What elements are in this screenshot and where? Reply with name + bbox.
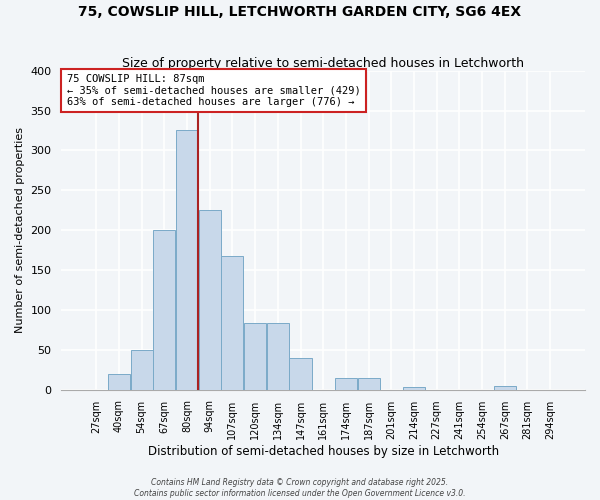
Bar [221, 256, 244, 390]
Bar [289, 358, 311, 390]
Bar [131, 350, 152, 390]
Bar [335, 378, 357, 390]
Bar [494, 386, 516, 390]
Y-axis label: Number of semi-detached properties: Number of semi-detached properties [15, 127, 25, 333]
Bar [199, 210, 221, 390]
X-axis label: Distribution of semi-detached houses by size in Letchworth: Distribution of semi-detached houses by … [148, 444, 499, 458]
Text: Contains HM Land Registry data © Crown copyright and database right 2025.
Contai: Contains HM Land Registry data © Crown c… [134, 478, 466, 498]
Bar [176, 130, 198, 390]
Bar [108, 374, 130, 390]
Bar [153, 230, 175, 390]
Title: Size of property relative to semi-detached houses in Letchworth: Size of property relative to semi-detach… [122, 56, 524, 70]
Bar [403, 386, 425, 390]
Text: 75, COWSLIP HILL, LETCHWORTH GARDEN CITY, SG6 4EX: 75, COWSLIP HILL, LETCHWORTH GARDEN CITY… [79, 5, 521, 19]
Bar [244, 322, 266, 390]
Bar [358, 378, 380, 390]
Bar [267, 322, 289, 390]
Text: 75 COWSLIP HILL: 87sqm
← 35% of semi-detached houses are smaller (429)
63% of se: 75 COWSLIP HILL: 87sqm ← 35% of semi-det… [67, 74, 361, 107]
